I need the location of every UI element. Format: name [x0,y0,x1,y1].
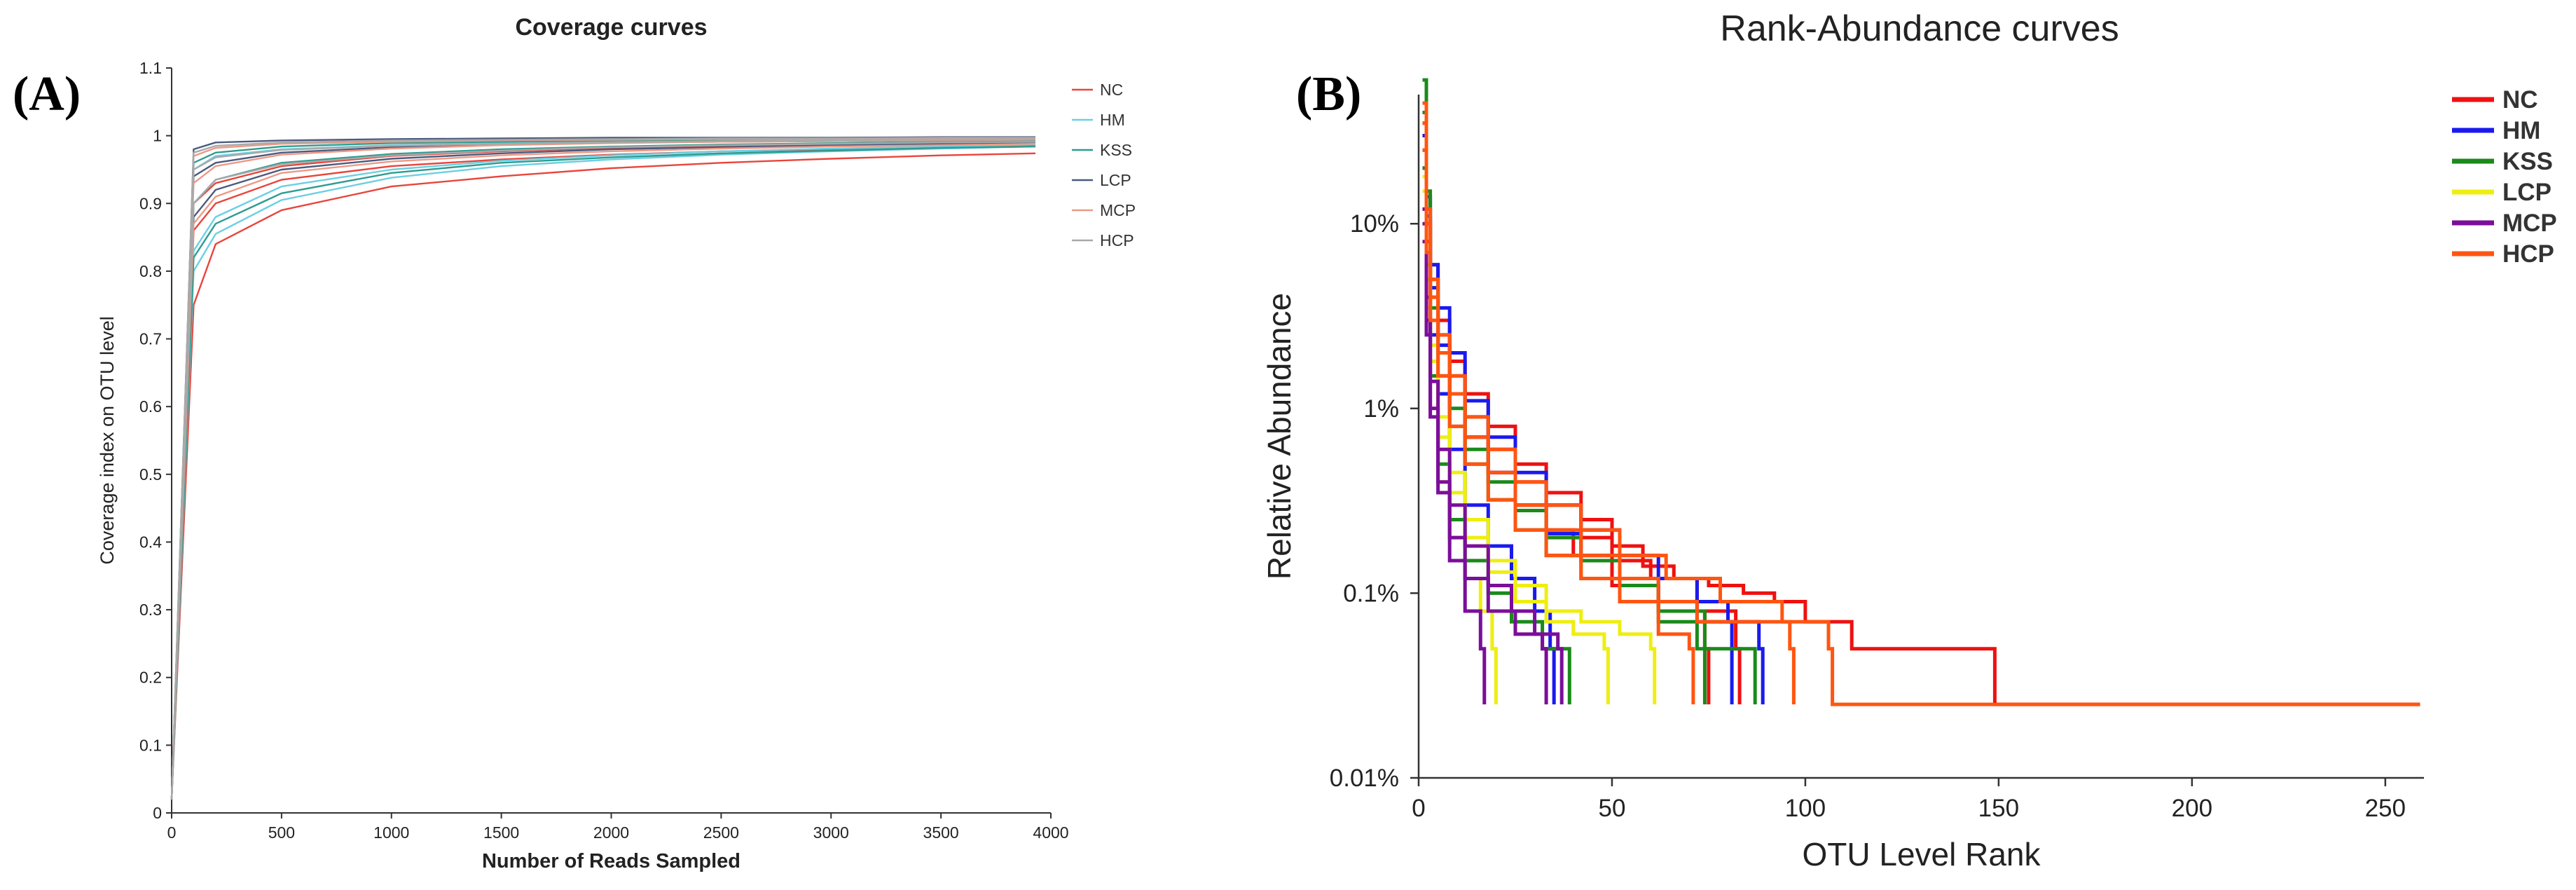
legend-label-mcp: MCP [2502,210,2557,237]
legend-label-mcp: MCP [1100,201,1136,219]
legend-label-nc: NC [2502,86,2538,114]
series-line-hm [170,144,1036,800]
panel-letter-a: (A) [13,67,81,121]
series-line-kss [170,137,1036,800]
series-line-hm [170,138,1036,800]
legend-label-hm: HM [2502,117,2540,144]
y-tick-label: 0.7 [139,330,162,348]
series-line-kss [170,145,1036,800]
x-axis-label: Number of Reads Sampled [482,850,741,872]
legend-label-lcp: LCP [1100,171,1131,189]
x-tick-label: 150 [1978,795,2019,822]
series-line-lcp [1422,174,1657,705]
y-tick-label: 0.01% [1330,765,1399,792]
x-tick-label: 0 [1412,795,1425,822]
y-tick-label: 1.1 [139,59,162,77]
panel-letter-b: (B) [1296,67,1362,121]
legend-label-nc: NC [1100,81,1123,99]
y-tick-label: 0.1% [1343,580,1399,607]
coverage-chart: Coverage curves 0 0.1 0.2 0.3 0.4 0.5 0.6 0.7 0.8… [97,14,1136,872]
series-line-lcp [170,142,1036,800]
x-tick-label: 2500 [703,823,739,842]
legend-label-kss: KSS [2502,148,2553,175]
y-tick-label: 0.2 [139,669,162,687]
series-line-mcp [1422,240,1548,705]
y-tick-label: 1% [1363,395,1399,423]
legend-label-hcp: HCP [1100,231,1134,249]
y-tick-label: 0.6 [139,397,162,416]
y-tick-label: 0.3 [139,601,162,619]
series-line-lcp [170,136,1035,800]
x-tick-label: 1500 [483,823,519,842]
series-line-mcp [170,137,1035,800]
rank-abundance-chart: Rank-Abundance curves 0.01% 0.1% 1% 10% 0 50 10… [1261,8,2557,872]
x-tick-label: 0 [167,823,177,842]
x-tick-label: 4000 [1033,823,1068,842]
y-tick-label: 1 [153,127,162,145]
legend-label-kss: KSS [1100,141,1132,159]
series-line-kss [170,140,1036,800]
x-tick-label: 100 [1785,795,1826,822]
y-tick-label: 0.5 [139,465,162,484]
x-tick-label: 250 [2365,795,2406,822]
x-tick-label: 3000 [813,823,849,842]
series-line-hm [1422,121,1734,705]
series-line-hm [1422,134,1765,705]
coverage-panel: (A) Coverage curves 0 0.1 0.2 0.3 0.4 0.5 0.6 0.… [0,0,1136,890]
y-tick-label: 0.1 [139,736,162,754]
series-line-mcp [170,139,1036,800]
legend-label-hm: HM [1100,111,1125,129]
y-axis-label: Coverage index on OTU level [97,316,118,564]
x-tick-label: 1000 [373,823,409,842]
series-line-nc [170,144,1036,800]
series-line-hcp [1422,121,1796,705]
rank-abundance-panel: (B) Rank-Abundance curves 0.01% 0.1% 1% 10% 0… [1233,0,2576,890]
chart-title: Coverage curves [515,14,707,41]
x-tick-label: 50 [1598,795,1625,822]
x-tick-label: 2000 [593,823,629,842]
series-line-lcp [1422,207,1498,705]
series-line-mcp [170,143,1036,800]
series-line-hcp [1422,101,2420,706]
x-tick-label: 200 [2172,795,2212,822]
series-line-hcp [170,139,1035,800]
y-tick-label: 10% [1350,210,1399,238]
series-line-hm [170,145,1036,800]
series-line-nc [170,152,1036,800]
series-line-hcp [1422,148,1695,705]
x-tick-label: 500 [268,823,295,842]
chart-title: Rank-Abundance curves [1720,8,2119,49]
y-tick-label: 0 [153,804,162,822]
y-tick-label: 0.4 [139,533,162,551]
series-line-nc [1422,134,2420,706]
x-tick-label: 3500 [923,823,959,842]
legend-label-hcp: HCP [2502,240,2554,268]
y-tick-label: 0.9 [139,194,162,212]
legend-label-lcp: LCP [2502,179,2551,206]
y-tick-label: 0.8 [139,262,162,280]
series-line-hcp [170,141,1036,800]
series-line-nc [170,142,1036,800]
y-axis-label: Relative Abundance [1261,293,1297,580]
series-line-lcp [170,139,1036,800]
series-line-hcp [170,137,1035,800]
x-axis-label: OTU Level Rank [1802,836,2041,872]
